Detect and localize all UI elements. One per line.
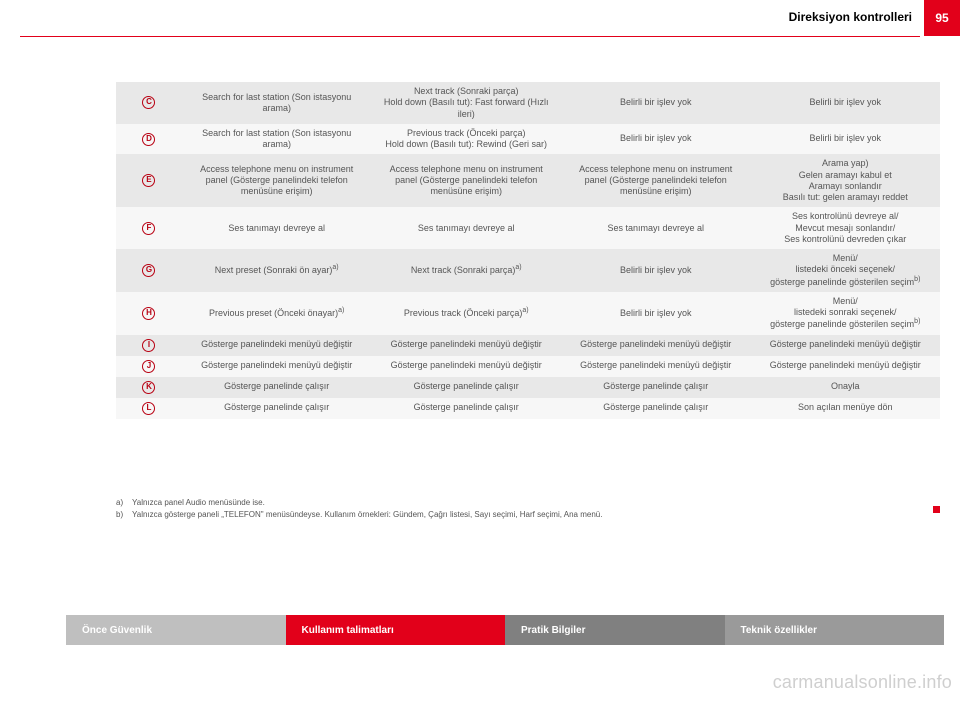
table-row: IGösterge panelindeki menüyü değiştirGös… (116, 335, 940, 356)
header-divider (20, 36, 920, 37)
table-row: LGösterge panelinde çalışırGösterge pane… (116, 398, 940, 419)
row-letter-icon: H (116, 292, 182, 335)
table-cell: Ses tanımayı devreye al (561, 207, 751, 249)
footnote-b-text: Yalnızca gösterge paneli „TELEFON" menüs… (132, 510, 602, 519)
table-cell: Previous track (Önceki parça)Hold down (… (371, 124, 561, 155)
page-number-badge: 95 (924, 0, 960, 36)
table-row: HPrevious preset (Önceki önayar)a)Previo… (116, 292, 940, 335)
table-cell: Access telephone menu on instrument pane… (182, 154, 372, 207)
table-cell: Gösterge panelinde çalışır (561, 377, 751, 398)
table-cell: Belirli bir işlev yok (561, 292, 751, 335)
table-cell: Gösterge panelinde çalışır (371, 377, 561, 398)
table-cell: Gösterge panelindeki menüyü değiştir (750, 356, 940, 377)
footnote-a-text: Yalnızca panel Audio menüsünde ise. (132, 498, 265, 507)
table-cell: Arama yap)Gelen aramayı kabul etAramayı … (750, 154, 940, 207)
watermark: carmanualsonline.info (773, 672, 952, 693)
table-cell: Next track (Sonraki parça)a) (371, 249, 561, 292)
table-row: KGösterge panelinde çalışırGösterge pane… (116, 377, 940, 398)
table-cell: Gösterge panelindeki menüyü değiştir (561, 356, 751, 377)
table-cell: Previous track (Önceki parça)a) (371, 292, 561, 335)
page-header: 95 Direksiyon kontrolleri (0, 0, 960, 50)
footnote-a: a)Yalnızca panel Audio menüsünde ise. (116, 498, 920, 507)
row-letter-icon: E (116, 154, 182, 207)
table-row: CSearch for last station (Son istasyonu … (116, 82, 940, 124)
footnotes: a)Yalnızca panel Audio menüsünde ise. b)… (116, 498, 920, 522)
controls-table: CSearch for last station (Son istasyonu … (116, 82, 940, 419)
row-letter-icon: C (116, 82, 182, 124)
section-title: Direksiyon kontrolleri (789, 10, 912, 24)
table-cell: Ses tanımayı devreye al (371, 207, 561, 249)
end-marker-icon (933, 506, 940, 513)
table-cell: Menü/listedeki sonraki seçenek/gösterge … (750, 292, 940, 335)
table-cell: Gösterge panelindeki menüyü değiştir (561, 335, 751, 356)
table-cell: Onayla (750, 377, 940, 398)
tab-technical[interactable]: Teknik özellikler (725, 615, 945, 645)
table-cell: Belirli bir işlev yok (750, 124, 940, 155)
table-cell: Search for last station (Son istasyonu a… (182, 124, 372, 155)
table-cell: Access telephone menu on instrument pane… (561, 154, 751, 207)
table-row: FSes tanımayı devreye alSes tanımayı dev… (116, 207, 940, 249)
row-letter-icon: K (116, 377, 182, 398)
table-row: DSearch for last station (Son istasyonu … (116, 124, 940, 155)
table-cell: Son açılan menüye dön (750, 398, 940, 419)
table-cell: Belirli bir işlev yok (750, 82, 940, 124)
table-cell: Previous preset (Önceki önayar)a) (182, 292, 372, 335)
footer-tabs: Önce Güvenlik Kullanım talimatları Prati… (66, 615, 944, 645)
table-cell: Access telephone menu on instrument pane… (371, 154, 561, 207)
table-cell: Gösterge panelinde çalışır (182, 377, 372, 398)
table-cell: Next preset (Sonraki ön ayar)a) (182, 249, 372, 292)
table-cell: Menü/listedeki önceki seçenek/gösterge p… (750, 249, 940, 292)
tab-safety[interactable]: Önce Güvenlik (66, 615, 286, 645)
table-row: JGösterge panelindeki menüyü değiştirGös… (116, 356, 940, 377)
table-cell: Gösterge panelindeki menüyü değiştir (182, 356, 372, 377)
row-letter-icon: D (116, 124, 182, 155)
table-cell: Gösterge panelindeki menüyü değiştir (182, 335, 372, 356)
table-cell: Gösterge panelinde çalışır (371, 398, 561, 419)
table-cell: Gösterge panelindeki menüyü değiştir (371, 335, 561, 356)
table-cell: Belirli bir işlev yok (561, 249, 751, 292)
row-letter-icon: L (116, 398, 182, 419)
table-cell: Gösterge panelindeki menüyü değiştir (750, 335, 940, 356)
table-cell: Belirli bir işlev yok (561, 82, 751, 124)
row-letter-icon: G (116, 249, 182, 292)
table-row: GNext preset (Sonraki ön ayar)a)Next tra… (116, 249, 940, 292)
tab-usage[interactable]: Kullanım talimatları (286, 615, 506, 645)
row-letter-icon: F (116, 207, 182, 249)
tab-practical[interactable]: Pratik Bilgiler (505, 615, 725, 645)
table-cell: Gösterge panelinde çalışır (182, 398, 372, 419)
table-cell: Gösterge panelindeki menüyü değiştir (371, 356, 561, 377)
table-cell: Next track (Sonraki parça)Hold down (Bas… (371, 82, 561, 124)
table-cell: Ses kontrolünü devreye al/Mevcut mesajı … (750, 207, 940, 249)
row-letter-icon: J (116, 356, 182, 377)
table-cell: Search for last station (Son istasyonu a… (182, 82, 372, 124)
table-cell: Gösterge panelinde çalışır (561, 398, 751, 419)
table-cell: Ses tanımayı devreye al (182, 207, 372, 249)
table-cell: Belirli bir işlev yok (561, 124, 751, 155)
footnote-b: b)Yalnızca gösterge paneli „TELEFON" men… (116, 510, 920, 519)
row-letter-icon: I (116, 335, 182, 356)
table-row: EAccess telephone menu on instrument pan… (116, 154, 940, 207)
